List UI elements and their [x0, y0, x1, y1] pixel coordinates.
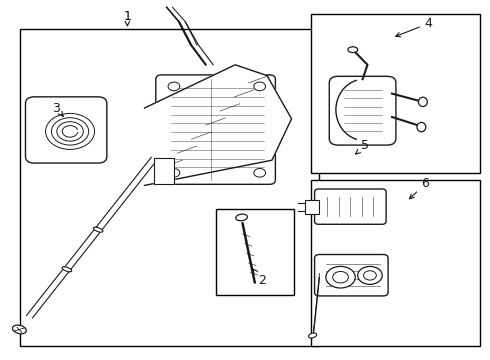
FancyBboxPatch shape — [315, 255, 388, 296]
Circle shape — [254, 82, 266, 91]
FancyBboxPatch shape — [329, 76, 396, 145]
Text: 5: 5 — [356, 139, 369, 154]
Bar — [216, 209, 294, 295]
Circle shape — [333, 271, 348, 283]
Bar — [311, 180, 480, 346]
Polygon shape — [154, 158, 174, 184]
Bar — [311, 14, 480, 173]
Circle shape — [254, 168, 266, 177]
Text: 6: 6 — [410, 177, 429, 199]
Ellipse shape — [12, 325, 26, 334]
Ellipse shape — [309, 333, 317, 338]
Ellipse shape — [348, 47, 358, 53]
Ellipse shape — [418, 97, 427, 107]
Polygon shape — [145, 65, 292, 185]
Bar — [305, 200, 319, 214]
Circle shape — [364, 271, 376, 280]
Circle shape — [326, 266, 355, 288]
Text: 3: 3 — [52, 102, 63, 116]
Text: 2: 2 — [253, 269, 266, 287]
FancyBboxPatch shape — [25, 97, 107, 163]
Text: 4: 4 — [396, 17, 433, 37]
Ellipse shape — [93, 227, 103, 232]
Ellipse shape — [62, 267, 72, 272]
Ellipse shape — [236, 214, 247, 221]
Text: 1: 1 — [123, 10, 131, 23]
Circle shape — [168, 82, 180, 91]
Ellipse shape — [417, 122, 426, 132]
Bar — [20, 29, 318, 346]
Circle shape — [358, 266, 382, 284]
FancyBboxPatch shape — [315, 189, 386, 224]
Circle shape — [168, 168, 180, 177]
FancyBboxPatch shape — [156, 75, 275, 184]
